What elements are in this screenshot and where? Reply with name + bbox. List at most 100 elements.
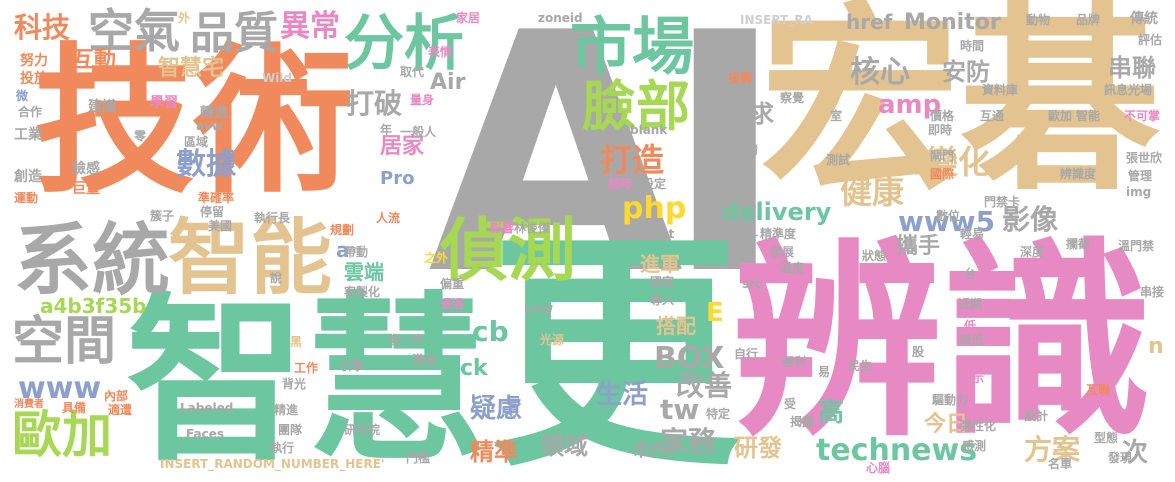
word-zhixing: 執行 <box>270 441 295 455</box>
word-jishu: 技術 <box>34 28 355 215</box>
word-yundong: 運動 <box>14 191 39 205</box>
word-shi: 室 <box>830 109 843 123</box>
word-dazao: 打造 <box>600 141 665 179</box>
word-air: Air <box>430 70 466 95</box>
word-shuo: 說 <box>270 271 283 285</box>
word-shuju: 數據 <box>176 147 236 182</box>
word-yingxiang2: 影響 <box>490 221 515 235</box>
word-hash: a4b3f35b <box>40 294 147 318</box>
word-zhangshiwei: 張世欣 <box>1126 151 1163 165</box>
word-hudong: 互動 <box>72 48 117 73</box>
word-ai: AI <box>428 0 786 347</box>
word-xinghu: 型態 <box>1094 431 1119 445</box>
word-shichang: 市場 <box>570 10 695 83</box>
word-bianli: 便利 <box>782 355 807 369</box>
word-keji: 科技 <box>14 11 71 44</box>
word-ling: 零 <box>134 129 147 143</box>
word-ganxing: 感測 <box>962 439 987 453</box>
word-gongzuo: 工作 <box>294 361 319 375</box>
word-shendu: 深度 <box>1020 245 1045 259</box>
word-pro: Pro <box>380 168 415 189</box>
word-yichang: 異常 <box>280 9 340 44</box>
word-shuwei: 數位 <box>936 209 961 223</box>
word-tuandui: 團隊 <box>278 423 303 437</box>
word-e: E <box>706 298 724 328</box>
word-jianzhi: 建議 <box>88 99 116 115</box>
word-diyi: 第一 <box>734 229 759 243</box>
word-yanjiuyuan: 研究院 <box>344 423 381 437</box>
word-yandu: 眼鏡 <box>498 97 523 111</box>
word-bianhua: 變化 <box>926 143 991 181</box>
word-zhineng-small: 智能 <box>1076 109 1101 123</box>
word-avw: avw <box>196 119 224 133</box>
word-ceshi: 測試 <box>826 153 851 167</box>
word-ouja: 歐加 <box>12 406 112 464</box>
word-zhence: 偵測 <box>440 212 577 291</box>
word-xunxi: 訊息光場 <box>1104 83 1153 97</box>
word-php: php <box>622 191 687 226</box>
word-jiben: 基準 <box>960 355 985 369</box>
word-guanli: 管理 <box>1128 169 1153 183</box>
word-faxian: 發現 <box>1108 451 1133 465</box>
word-goutong: 溝通 <box>412 353 437 367</box>
word-yunduan: 雲端 <box>344 260 384 284</box>
word-liangshen: 量身 <box>410 93 435 107</box>
word-lanjie: 攔截 <box>1066 237 1091 251</box>
word-tingliu: 停留 <box>200 205 225 219</box>
word-jingzhun: 精準 <box>470 438 518 466</box>
word-hudong2: 互聯 <box>1086 383 1111 397</box>
word-guihua: 規劃 <box>330 223 355 237</box>
word-minsheng: 民生 <box>848 359 873 373</box>
word-fangan: 方案 <box>1024 433 1081 466</box>
word-blank: _blank <box>624 123 668 137</box>
word-jinjun: 進軍 <box>640 252 680 276</box>
word-xuexi: 學習 <box>150 95 178 111</box>
word-chuanlian: 串聯 <box>1108 54 1156 82</box>
word-wenmenjin: 溫門禁 <box>1118 239 1155 253</box>
word-linjunjie: 林俊傑 <box>514 221 551 235</box>
word-shezhi: 設定 <box>642 177 667 191</box>
word-meiguo: 美國 <box>208 219 233 233</box>
word-jiezi: 簇子 <box>150 209 175 223</box>
word-chuangzao: 創造 <box>14 169 42 185</box>
word-hexin: 核心 <box>850 55 910 90</box>
word-zoneid: zoneid <box>538 11 583 25</box>
word-a: a <box>336 238 350 262</box>
word-gongye: 工業 <box>14 127 42 143</box>
word-huanjing: 環境 <box>726 181 751 195</box>
word-hei: 黑 <box>290 335 303 349</box>
word-dapei: 搭配 <box>656 314 696 338</box>
word-nist: NIST <box>486 137 518 151</box>
word-pinpai: 品牌 <box>1076 13 1101 27</box>
word-jiejue: 解決 <box>728 49 753 63</box>
word-chuanjie: 串接 <box>1140 285 1165 299</box>
word-sheji: 設計 <box>1024 409 1049 423</box>
word-daoru: 導入 <box>650 293 675 307</box>
word-yinqing: 引擎 <box>340 359 365 373</box>
word-dapo: 打破 <box>346 87 403 120</box>
word-touf: 投放 <box>20 71 48 87</box>
word-fazhan: 發展 <box>770 245 795 259</box>
word-neibu: 內部 <box>104 389 129 403</box>
word-yi: 易 <box>818 365 831 379</box>
word-geng: 更 <box>490 209 740 482</box>
word-lianliu: 臉感 <box>72 161 100 177</box>
word-jingjin: 精進 <box>274 403 299 417</box>
word-lingyu: 領域 <box>540 432 588 460</box>
word-ck: ck <box>460 356 488 381</box>
word-n: n <box>1148 334 1164 359</box>
word-menjin: 閘門 <box>930 149 955 163</box>
word-tongguo: 通過 <box>440 297 465 311</box>
word-jingshi: 警示 <box>960 371 985 385</box>
word-quwei: 取代 <box>400 65 425 79</box>
word-tedin: 特定 <box>706 407 731 421</box>
word-xiaofeizhe: 消費者 <box>14 399 44 410</box>
word-juban: 具備 <box>62 401 87 415</box>
word-jiawu: 家務 <box>660 425 717 458</box>
word-zhuangtai: 狀態 <box>862 249 887 263</box>
word-shiyong: 適遭 <box>108 403 133 417</box>
word-technews: technews <box>816 433 978 468</box>
word-menjinka: 門禁卡 <box>984 195 1021 209</box>
word-wei: 微 <box>16 89 29 103</box>
word-yilv: 疑慮 <box>470 394 523 424</box>
